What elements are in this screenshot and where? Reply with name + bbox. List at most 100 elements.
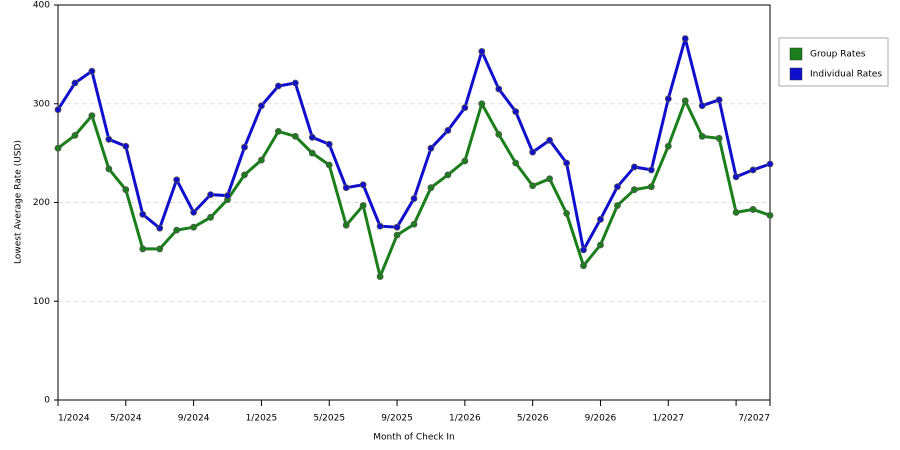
data-point	[342, 184, 350, 192]
data-point	[224, 192, 231, 199]
data-point	[647, 166, 655, 174]
legend-label: Individual Rates	[810, 70, 882, 80]
data-point	[207, 191, 214, 199]
x-tick-label: 1/2024	[58, 414, 90, 424]
data-point	[749, 166, 757, 174]
data-point	[614, 183, 621, 191]
data-point	[546, 136, 554, 144]
y-tick-label: 200	[33, 198, 50, 208]
x-tick-label: 9/2026	[585, 414, 617, 424]
data-point	[71, 131, 79, 139]
data-point	[410, 220, 418, 228]
x-tick-label: 7/2027	[738, 414, 770, 424]
data-point	[291, 132, 299, 140]
y-tick-label: 400	[33, 1, 50, 11]
data-point	[478, 48, 486, 55]
data-point	[156, 224, 164, 232]
data-point	[139, 210, 147, 218]
data-point	[715, 134, 723, 142]
data-point	[359, 202, 367, 209]
data-point	[410, 195, 418, 202]
data-point	[597, 241, 604, 249]
data-point	[630, 186, 638, 194]
y-tick-label: 0	[44, 396, 50, 406]
data-point	[258, 156, 265, 164]
data-point	[308, 133, 316, 141]
data-point	[664, 142, 672, 150]
data-point	[122, 186, 130, 194]
series-line	[57, 99, 771, 279]
y-tick-label: 100	[33, 297, 50, 307]
x-tick-label: 5/2024	[110, 414, 142, 424]
data-point	[766, 160, 774, 168]
data-point	[308, 149, 316, 157]
legend-label: Group Rates	[810, 50, 866, 60]
data-point	[580, 246, 587, 254]
x-tick-label: 5/2026	[517, 414, 549, 424]
data-point	[190, 223, 198, 231]
data-point	[393, 231, 401, 239]
data-point	[597, 215, 604, 223]
data-point	[580, 262, 587, 270]
data-point	[698, 102, 706, 110]
x-axis-title: Month of Check In	[373, 433, 455, 443]
data-point	[444, 171, 452, 179]
series-line	[56, 37, 771, 252]
data-point	[614, 202, 621, 209]
legend-swatch	[789, 47, 803, 61]
data-point	[376, 273, 384, 280]
data-point	[478, 100, 486, 108]
data-point	[715, 96, 723, 104]
data-point	[173, 176, 181, 184]
data-point	[88, 112, 96, 119]
data-point	[71, 79, 79, 87]
data-point	[274, 127, 282, 135]
data-point	[647, 183, 655, 191]
data-point	[325, 140, 333, 148]
data-point	[393, 223, 401, 231]
x-tick-label: 9/2024	[178, 414, 210, 424]
data-point	[529, 148, 537, 156]
x-tick-label: 1/2027	[652, 414, 684, 424]
data-point	[546, 175, 554, 183]
data-point	[732, 173, 740, 181]
data-point	[512, 108, 520, 116]
data-point	[156, 245, 164, 253]
data-point	[461, 104, 469, 112]
data-point	[54, 144, 62, 152]
data-point	[427, 144, 435, 152]
data-point	[495, 130, 503, 138]
x-tick-label: 9/2025	[381, 414, 413, 424]
data-point	[766, 211, 774, 219]
data-point	[681, 97, 689, 105]
x-tick-label: 1/2026	[449, 414, 481, 424]
data-point	[630, 163, 638, 171]
data-point	[495, 85, 503, 93]
data-point	[291, 79, 299, 87]
data-point	[190, 208, 198, 216]
data-point	[274, 82, 282, 90]
data-point	[325, 161, 333, 169]
y-tick-label: 300	[33, 99, 50, 109]
data-point	[512, 159, 520, 167]
data-point	[139, 245, 147, 253]
data-point	[207, 213, 214, 221]
data-point	[54, 106, 62, 114]
data-point	[122, 142, 130, 150]
data-point	[241, 143, 248, 151]
data-point	[342, 221, 350, 229]
data-point	[359, 181, 367, 189]
data-point	[173, 226, 181, 234]
data-point	[529, 182, 537, 190]
data-point	[105, 165, 113, 173]
data-point	[444, 127, 452, 134]
data-point	[461, 157, 469, 165]
plot-frame	[57, 4, 771, 401]
data-point	[105, 135, 113, 143]
data-point	[376, 222, 384, 230]
data-point	[698, 132, 706, 140]
data-point	[664, 95, 672, 103]
x-tick-label: 5/2025	[313, 414, 345, 424]
data-point	[563, 209, 570, 217]
